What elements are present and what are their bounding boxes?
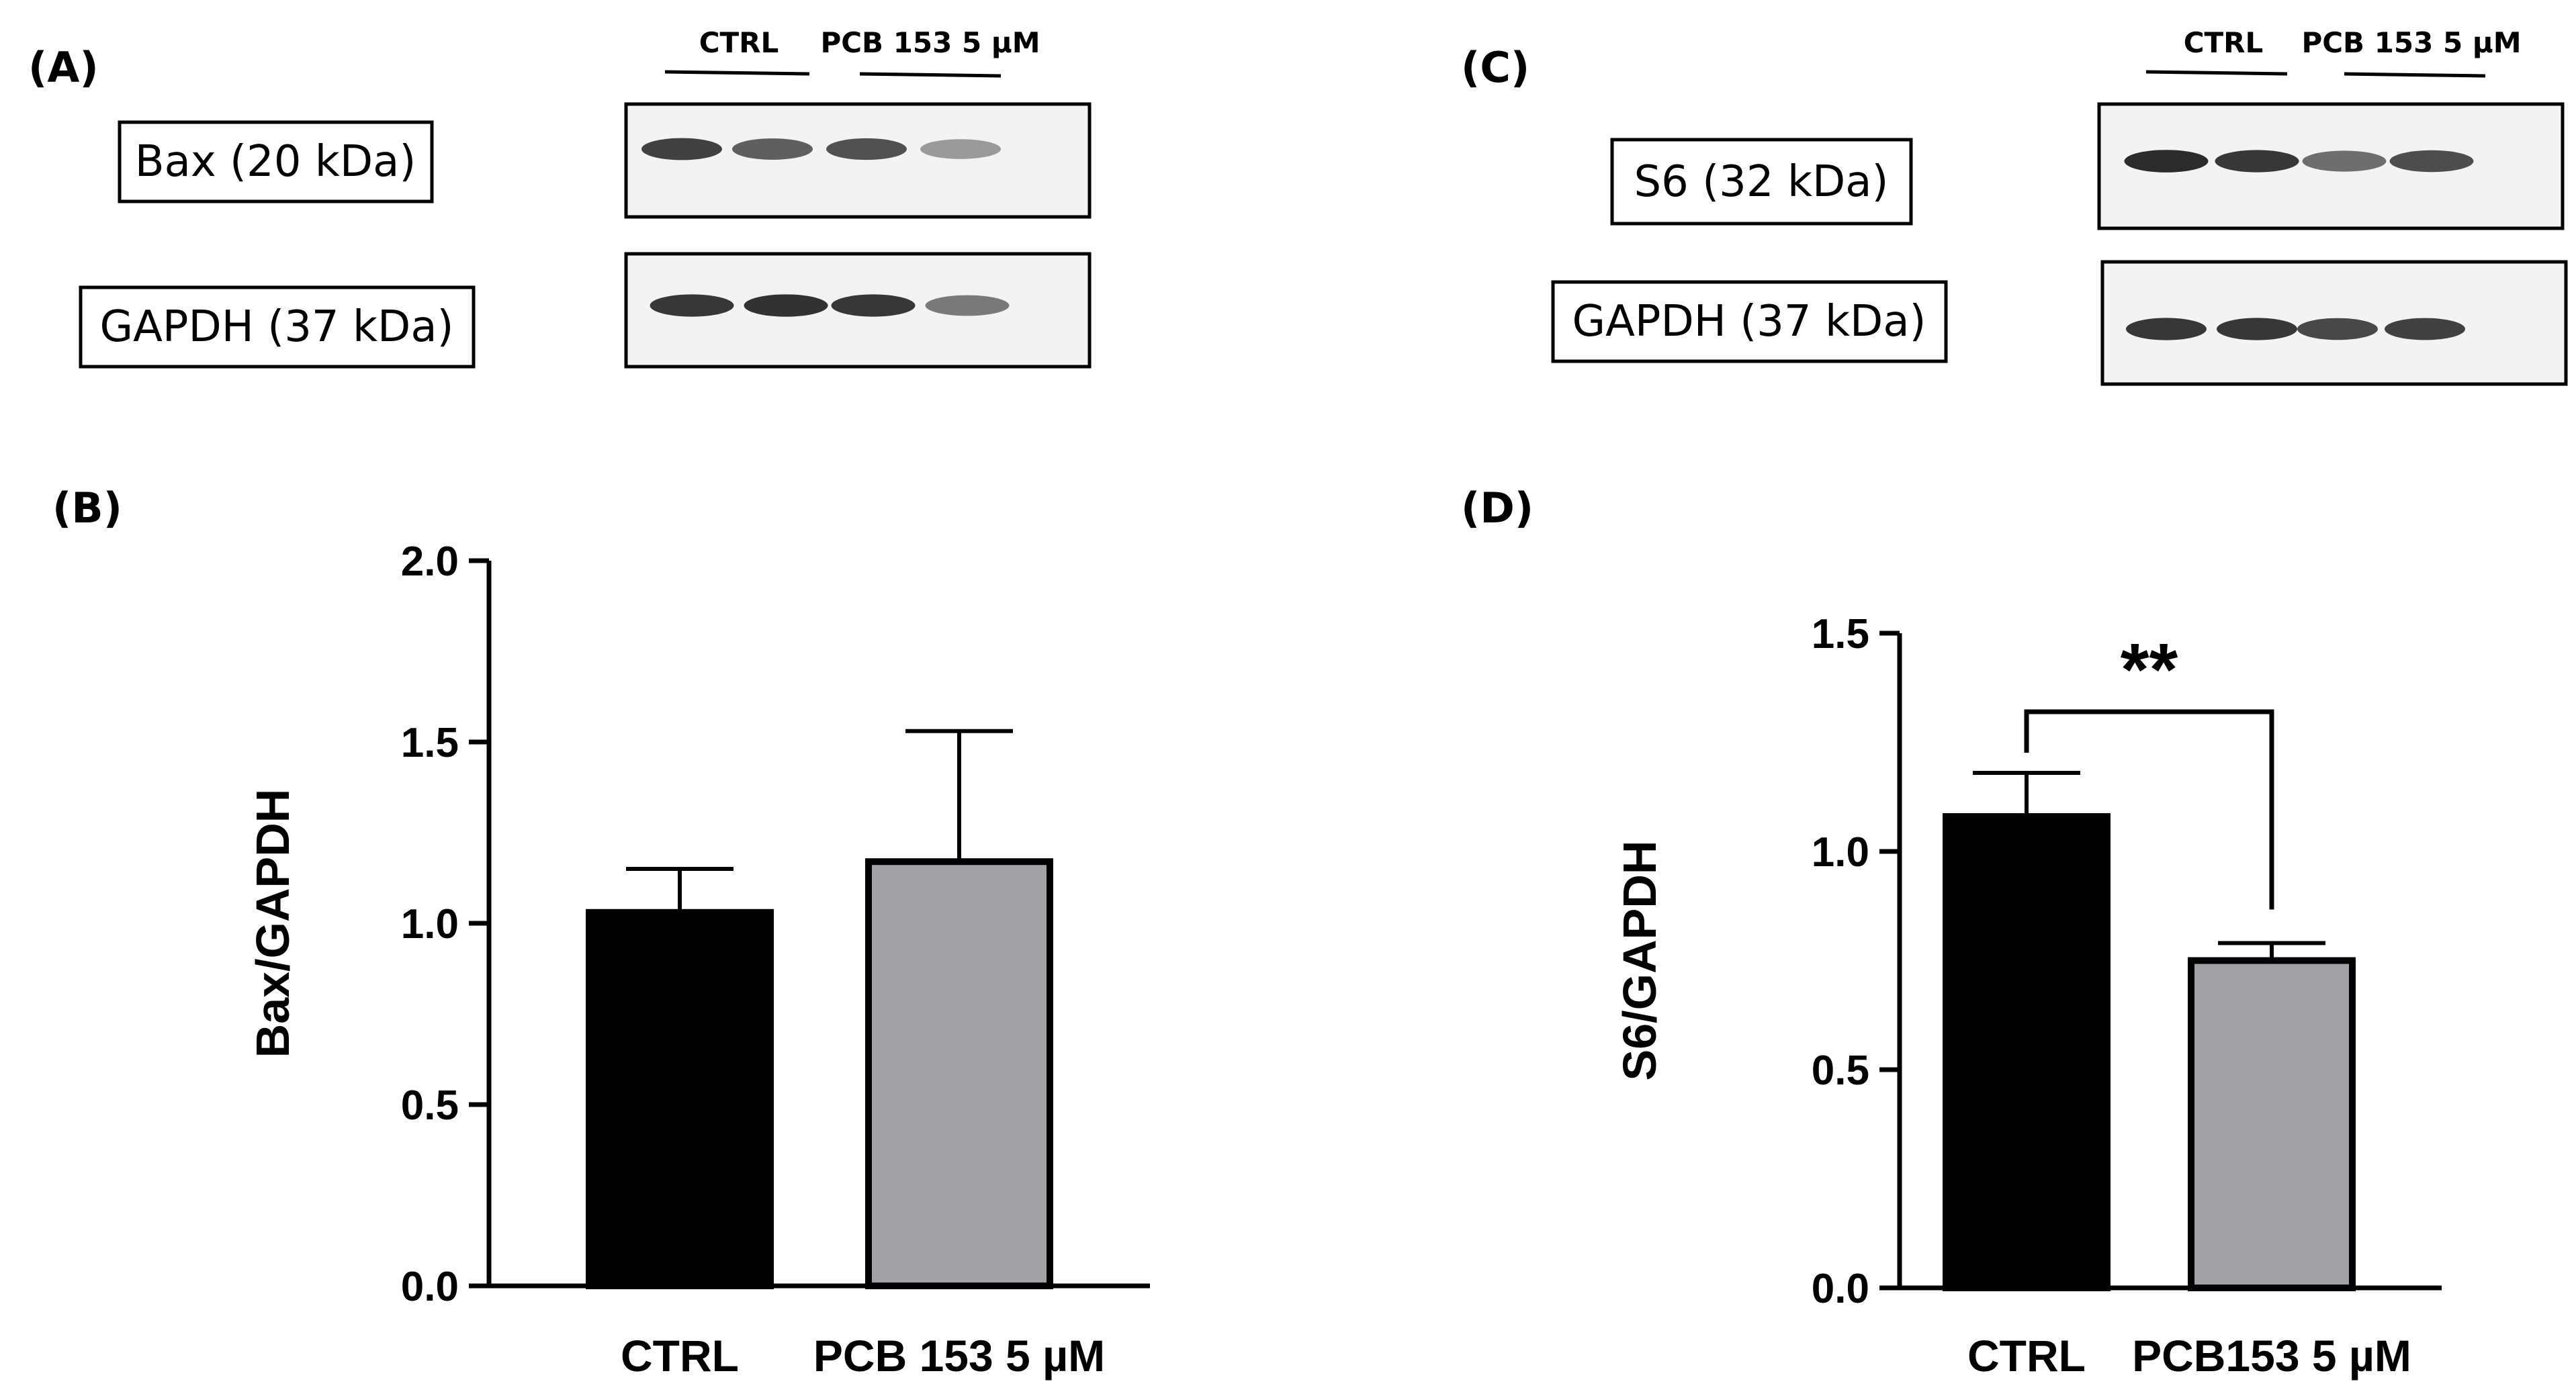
panel-letter-a: (A) xyxy=(28,43,99,92)
y-tick-label: 1.5 xyxy=(401,720,459,766)
panel-letter-c: (C) xyxy=(1461,43,1529,92)
y-tick-label: 1.0 xyxy=(401,901,459,947)
panel-letter-b: (B) xyxy=(52,483,122,532)
blot-band xyxy=(826,138,907,160)
bar xyxy=(1943,813,2111,1291)
y-axis-label: Bax/GAPDH xyxy=(247,789,299,1058)
blot-c-s6-membrane xyxy=(2097,102,2565,230)
blot-a-label-box-bax xyxy=(118,120,434,203)
blot-a-header-ctrl: CTRL xyxy=(699,26,779,59)
significance-bracket xyxy=(2024,709,2274,910)
category-label: CTRL xyxy=(621,1331,739,1381)
blot-c-header-pcb: PCB 153 5 µM xyxy=(2301,26,2521,59)
category-label: PCB153 5 µM xyxy=(2132,1331,2411,1381)
blot-c-label-box-gapdh xyxy=(1551,280,1948,363)
blot-c-label-gapdh: GAPDH (37 kDa) xyxy=(1572,297,1926,346)
y-tick-label: 0.0 xyxy=(401,1264,459,1310)
blot-a-ctrl-bar-line xyxy=(664,70,810,76)
category-label: CTRL xyxy=(1967,1331,2086,1381)
blot-band xyxy=(2302,150,2387,172)
category-label: PCB 153 5 µM xyxy=(813,1331,1105,1381)
blot-band xyxy=(641,138,722,160)
panel-b: (B) 0.0 0.5 1.0 1.5 2.0 Bax/GAPDH CTRL PCB 153 … xyxy=(52,483,1150,1381)
chart-d: 0.0 0.5 1.0 1.5 S6/GAPDH CTRL PCB153 5 µM ** xyxy=(1613,611,2442,1381)
blot-band xyxy=(732,138,813,160)
significance-label: ** xyxy=(2121,629,2178,711)
blot-band xyxy=(2297,318,2378,340)
blot-c-gapdh-membrane xyxy=(2100,260,2568,386)
blot-c-label-s6: S6 (32 kDa) xyxy=(1634,157,1889,207)
blot-a-header-pcb: PCB 153 5 µM xyxy=(820,26,1040,59)
y-tick-label: 2.0 xyxy=(401,539,459,585)
blot-band xyxy=(650,294,734,317)
panel-c: (C) CTRL PCB 153 5 µM S6 (32 kDa) GAPDH … xyxy=(1461,26,2568,386)
y-tick-label: 0.5 xyxy=(401,1082,459,1129)
y-axis-label: S6/GAPDH xyxy=(1613,841,1666,1081)
panel-a: (A) CTRL PCB 153 5 µM Bax (20 kDa) GAPDH… xyxy=(28,26,1092,369)
blot-a-bax-membrane xyxy=(624,102,1092,219)
panel-d: (D) 0.0 0.5 1.0 1.5 S6/GAPDH CTRL PCB153 5 µM *… xyxy=(1461,483,2442,1381)
y-tick-label: 0.5 xyxy=(1812,1048,1869,1094)
blot-band xyxy=(2389,150,2474,173)
y-tick-label: 1.5 xyxy=(1812,611,1869,657)
bar xyxy=(586,909,774,1290)
blot-c-header-ctrl: CTRL xyxy=(2184,26,2264,59)
blot-c-pcb-bar-line xyxy=(2344,72,2486,78)
blot-band xyxy=(831,294,916,317)
blot-a-pcb-bar-line xyxy=(859,72,1002,78)
blot-frame xyxy=(624,102,1092,219)
blot-band xyxy=(2215,150,2299,173)
blot-band xyxy=(920,139,1001,159)
blot-c-ctrl-bar-line xyxy=(2145,70,2288,76)
blot-band xyxy=(2124,150,2209,173)
blot-band xyxy=(2126,318,2207,340)
blot-a-gapdh-membrane xyxy=(624,252,1092,369)
chart-b: 0.0 0.5 1.0 1.5 2.0 Bax/GAPDH CTRL PCB 153 5 µM xyxy=(247,539,1150,1381)
blot-band xyxy=(2385,318,2465,340)
y-tick-label: 1.0 xyxy=(1812,829,1869,876)
blot-a-label-bax: Bax (20 kDa) xyxy=(135,137,416,187)
y-tick-label: 0.0 xyxy=(1812,1266,1869,1312)
blot-a-label-gapdh: GAPDH (37 kDa) xyxy=(100,302,454,352)
bar xyxy=(2188,957,2356,1291)
blot-band xyxy=(2217,318,2297,340)
bar xyxy=(865,858,1053,1289)
blot-band xyxy=(925,295,1010,316)
blot-a-label-box-gapdh xyxy=(79,285,476,369)
blot-c-label-box-s6 xyxy=(1610,138,1913,226)
panel-letter-d: (D) xyxy=(1461,483,1534,532)
blot-band xyxy=(744,294,828,317)
